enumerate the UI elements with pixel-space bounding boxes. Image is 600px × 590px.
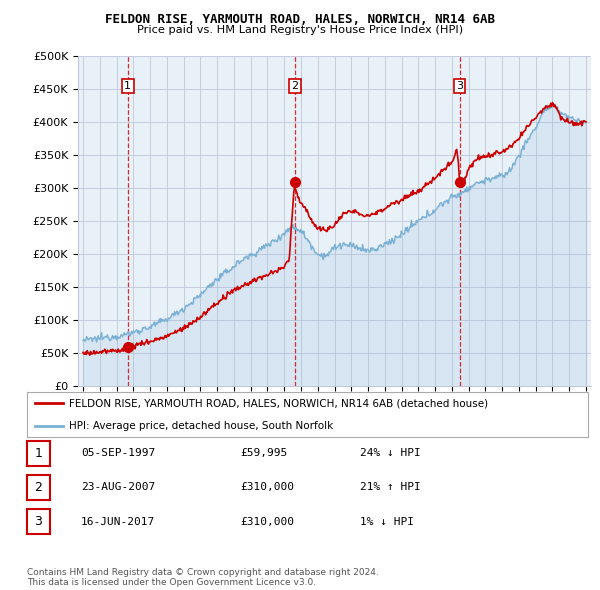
Text: 05-SEP-1997: 05-SEP-1997	[81, 448, 155, 458]
Text: HPI: Average price, detached house, South Norfolk: HPI: Average price, detached house, Sout…	[69, 421, 334, 431]
Text: Price paid vs. HM Land Registry's House Price Index (HPI): Price paid vs. HM Land Registry's House …	[137, 25, 463, 35]
Text: 3: 3	[456, 81, 463, 91]
Text: FELDON RISE, YARMOUTH ROAD, HALES, NORWICH, NR14 6AB (detached house): FELDON RISE, YARMOUTH ROAD, HALES, NORWI…	[69, 398, 488, 408]
Text: 23-AUG-2007: 23-AUG-2007	[81, 483, 155, 492]
Text: 1: 1	[124, 81, 131, 91]
Text: 2: 2	[292, 81, 298, 91]
Text: £59,995: £59,995	[240, 448, 287, 458]
Text: FELDON RISE, YARMOUTH ROAD, HALES, NORWICH, NR14 6AB: FELDON RISE, YARMOUTH ROAD, HALES, NORWI…	[105, 13, 495, 26]
Text: 1: 1	[34, 447, 43, 460]
Text: 21% ↑ HPI: 21% ↑ HPI	[360, 483, 421, 492]
Text: £310,000: £310,000	[240, 483, 294, 492]
Text: 16-JUN-2017: 16-JUN-2017	[81, 517, 155, 526]
Text: 1% ↓ HPI: 1% ↓ HPI	[360, 517, 414, 526]
Text: 3: 3	[34, 515, 43, 528]
Text: Contains HM Land Registry data © Crown copyright and database right 2024.
This d: Contains HM Land Registry data © Crown c…	[27, 568, 379, 587]
Text: 2: 2	[34, 481, 43, 494]
Text: 24% ↓ HPI: 24% ↓ HPI	[360, 448, 421, 458]
Text: £310,000: £310,000	[240, 517, 294, 526]
